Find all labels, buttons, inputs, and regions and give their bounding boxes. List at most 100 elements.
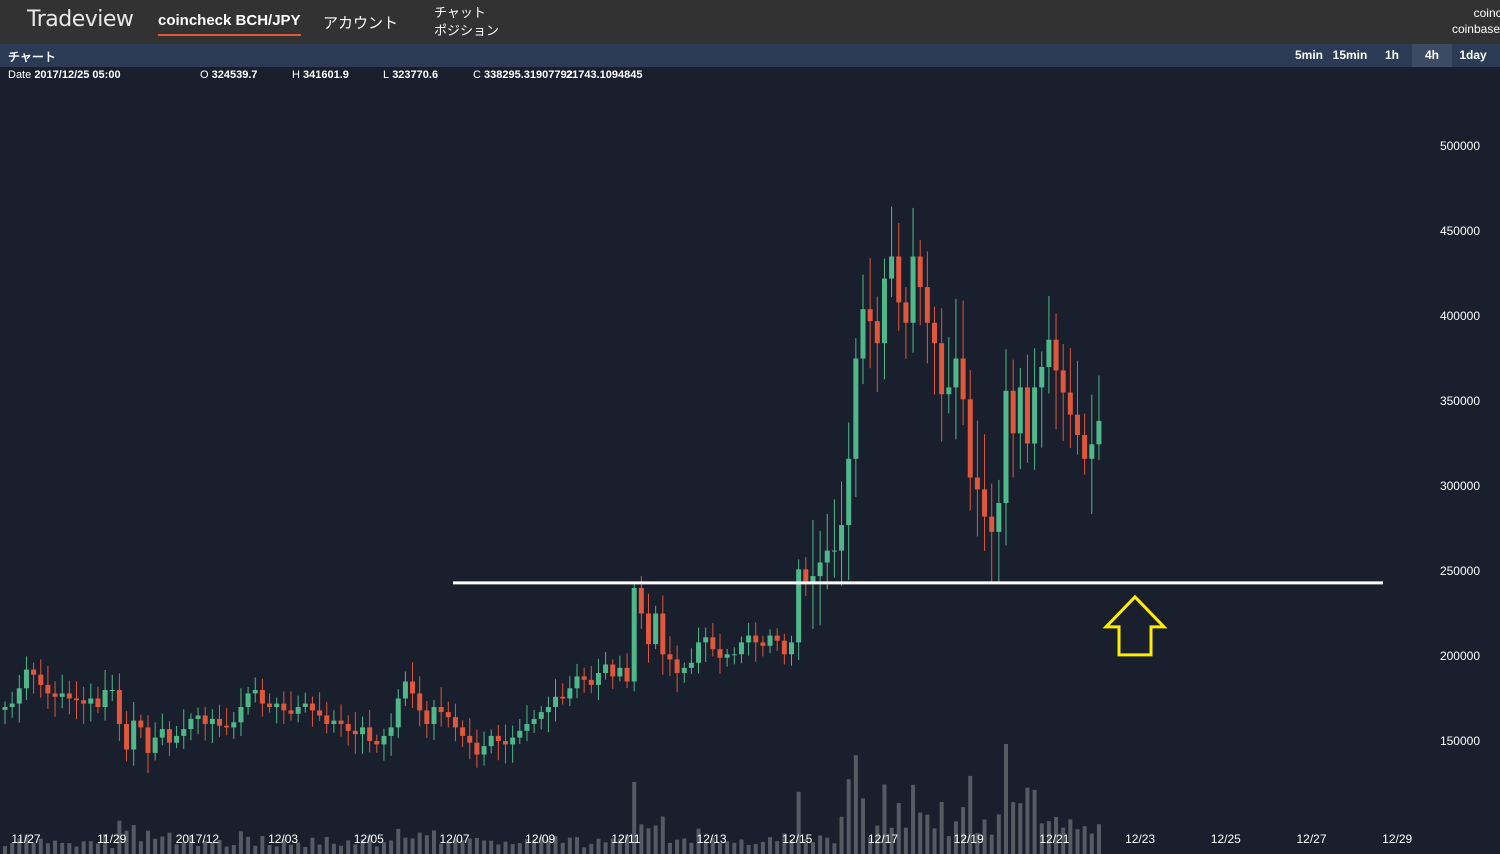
volume-bar [482, 840, 487, 854]
x-tick-label: 12/25 [1211, 832, 1241, 846]
volume-bar [1025, 787, 1030, 854]
timeframe-4h[interactable]: 4h [1412, 44, 1452, 67]
volume-bar [1082, 826, 1087, 854]
nav-position[interactable]: ポジション [434, 23, 500, 38]
candle-body [889, 256, 895, 279]
y-tick-label: 500000 [1440, 139, 1480, 153]
candle-body [517, 730, 523, 738]
x-tick-label: 12/09 [525, 832, 555, 846]
candle-body [560, 696, 566, 699]
tab-pair[interactable]: coincheck BCH/JPY [158, 12, 301, 36]
candle-body [767, 635, 773, 646]
candle-body [31, 669, 37, 675]
nav-chat[interactable]: チャット [434, 5, 486, 20]
x-tick-label: 12/13 [697, 832, 727, 846]
candle-body [367, 727, 373, 741]
volume-bar [939, 801, 944, 854]
candle-body [553, 696, 559, 707]
volume-bar [260, 836, 265, 854]
price-chart[interactable]: 150000 200000 250000 300000 350000 400000 4500… [0, 67, 1500, 854]
candle-body [74, 698, 79, 701]
volume-bar [589, 843, 594, 854]
candle-body [231, 722, 237, 728]
candle-body [474, 742, 480, 755]
nav-account[interactable]: アカウント [323, 15, 399, 32]
candle-body [102, 690, 108, 707]
volume-bar [381, 842, 386, 854]
candle-body [217, 718, 222, 726]
volume-bar [67, 843, 72, 854]
volume-bar [632, 781, 637, 854]
volume-bar [1046, 821, 1051, 854]
candle-body [967, 399, 973, 478]
candle-body [588, 679, 594, 685]
x-tick-label: 2017/12 [176, 832, 220, 846]
y-tick-label: 250000 [1440, 564, 1480, 578]
volume-bar [446, 842, 451, 854]
candle-body [817, 562, 823, 577]
volume-bar [596, 838, 601, 854]
candle-body [824, 550, 830, 563]
chart-title: チャート [8, 50, 56, 64]
candle-body [567, 688, 573, 699]
volume-bar [882, 784, 887, 854]
volume-bar [110, 848, 115, 854]
candle-body [288, 710, 294, 714]
x-tick-label: 12/03 [268, 832, 298, 846]
volume-bar [146, 830, 150, 854]
candle-body [238, 707, 244, 723]
volume-bar [224, 846, 229, 854]
timeframe-1day[interactable]: 1day [1459, 48, 1487, 62]
candle-body [939, 343, 945, 395]
volume-bar [346, 840, 351, 854]
candle-body [1089, 444, 1095, 459]
timeframe-1h[interactable]: 1h [1384, 48, 1399, 62]
brand-logo[interactable]: Tradeview [27, 7, 134, 32]
volume-bar [3, 846, 7, 854]
candle-body [188, 718, 194, 730]
volume-bar [424, 835, 429, 854]
volume-bar [696, 828, 701, 854]
candle-body [1010, 390, 1016, 434]
volume-bar [231, 845, 236, 854]
x-tick-label: 12/29 [1382, 832, 1412, 846]
candle-body [431, 707, 437, 724]
exchange-coincheck[interactable]: coincheck [1473, 6, 1500, 20]
volume-bar [274, 846, 279, 854]
volume-bar [753, 843, 758, 854]
candle-body [624, 667, 630, 682]
volume-bar [875, 825, 880, 854]
timeframe-15min[interactable]: 15min [1332, 48, 1368, 62]
volume-bar [582, 847, 587, 854]
candle-body [789, 642, 794, 655]
volume-bar [24, 834, 29, 854]
volume-bar [303, 846, 308, 854]
candle-body [460, 727, 466, 736]
nav-menu: チャット ポジション [434, 4, 499, 40]
volume-bar [524, 839, 529, 854]
exchange-coinbase[interactable]: coinbase [1451, 22, 1500, 36]
candle-body [881, 278, 887, 344]
candle-body [16, 688, 22, 704]
ohlc-date: Date 2017/12/25 05:00 [8, 69, 121, 81]
volume-bar [710, 837, 715, 854]
candle-body [1075, 414, 1080, 435]
volume-bar [188, 835, 193, 854]
volume-bar [946, 836, 951, 854]
candle-body [317, 710, 323, 716]
volume-bar [746, 845, 751, 854]
candle-body [510, 737, 516, 745]
timeframe-5min[interactable]: 5min [1294, 48, 1323, 62]
candle-body [839, 525, 845, 551]
volume-bar [553, 835, 558, 854]
volume-bar [489, 840, 494, 854]
candle-body [410, 681, 416, 694]
volume-bar [789, 839, 794, 854]
candle-body [224, 725, 230, 728]
volume-bar [796, 791, 801, 854]
volume-bar [903, 827, 908, 854]
volume-bar [832, 843, 837, 854]
volume-bar [1075, 829, 1080, 854]
volume-bar [238, 831, 243, 854]
volume-bar [732, 842, 737, 854]
